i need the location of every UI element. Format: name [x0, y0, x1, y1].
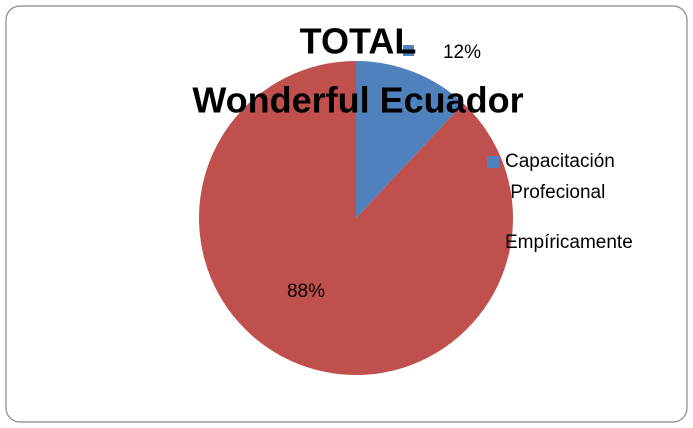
- pie-slice: [356, 61, 464, 218]
- legend-label: Capacitación Profecional: [505, 151, 615, 203]
- legend-label: Empíricamente: [505, 232, 633, 253]
- chart-title: Wonderful Ecuador: [192, 80, 523, 121]
- data-label: 12%: [443, 42, 481, 63]
- pie-slice: [198, 61, 513, 375]
- legend-key: [487, 156, 499, 168]
- label-key: [403, 45, 414, 56]
- data-label: 88%: [287, 281, 325, 302]
- chart-title: TOTAL: [300, 21, 417, 62]
